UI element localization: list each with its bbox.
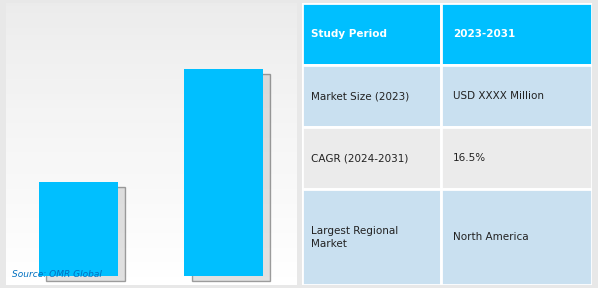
FancyBboxPatch shape — [302, 189, 441, 285]
FancyBboxPatch shape — [441, 127, 592, 189]
FancyBboxPatch shape — [302, 3, 441, 65]
FancyBboxPatch shape — [441, 65, 592, 127]
FancyBboxPatch shape — [441, 3, 592, 65]
Text: Study Period: Study Period — [310, 29, 386, 39]
FancyBboxPatch shape — [441, 189, 592, 285]
FancyBboxPatch shape — [47, 187, 125, 281]
Bar — [184, 69, 263, 276]
FancyBboxPatch shape — [302, 127, 441, 189]
Text: Market Size (2023): Market Size (2023) — [310, 91, 409, 101]
Text: 2023-2031: 2023-2031 — [453, 29, 515, 39]
Text: Source: OMR Global: Source: OMR Global — [12, 270, 102, 279]
Text: 16.5%: 16.5% — [453, 153, 486, 163]
Text: CAGR (2024-2031): CAGR (2024-2031) — [310, 153, 408, 163]
Text: North America: North America — [453, 232, 529, 242]
FancyBboxPatch shape — [191, 74, 270, 281]
FancyBboxPatch shape — [302, 65, 441, 127]
Bar — [39, 182, 118, 276]
Text: USD XXXX Million: USD XXXX Million — [453, 91, 544, 101]
Text: Largest Regional
Market: Largest Regional Market — [310, 226, 398, 249]
